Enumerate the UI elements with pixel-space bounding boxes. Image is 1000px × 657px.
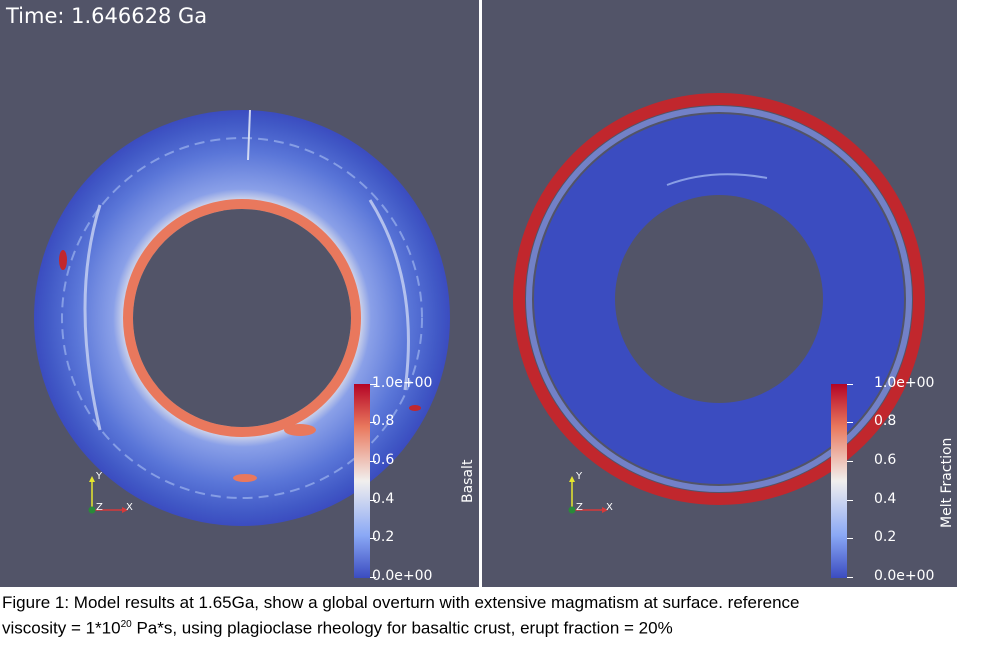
basalt-tick-label: 0.0e+00 [372, 568, 433, 584]
axis-z-label: Z [576, 502, 583, 513]
basalt-patch-bottom [284, 424, 316, 436]
basalt-patch-left [59, 250, 67, 270]
caption-exponent: 20 [120, 619, 132, 630]
basalt-core-rim [123, 199, 361, 437]
basalt-tick [370, 577, 376, 578]
basalt-interior-streak [61, 137, 423, 499]
basalt-core [133, 209, 351, 427]
melt-fraction-panel: 1.0e+00 0.8 0.6 0.4 0.2 0.0e+00 Melt Fra… [482, 0, 957, 587]
basalt-tick [370, 500, 376, 501]
basalt-colorbar [354, 384, 370, 578]
melt-annulus [513, 93, 925, 505]
basalt-tick [370, 538, 376, 539]
melt-colorbar-title: Melt Fraction [939, 437, 955, 528]
melt-tick [847, 500, 853, 501]
axis-z-label: Z [96, 502, 103, 513]
melt-tick [847, 577, 853, 578]
melt-tick [847, 538, 853, 539]
basalt-left-streak [83, 204, 102, 431]
melt-tick-label: 1.0e+00 [874, 375, 935, 391]
basalt-tick-label: 1.0e+00 [372, 375, 433, 391]
axis-y-label: Y [576, 471, 583, 482]
melt-colorbar [831, 384, 847, 578]
basalt-tick [370, 461, 376, 462]
basalt-tick [370, 422, 376, 423]
caption-line-2-rest: Pa*s, using plagioclase rheology for bas… [131, 618, 673, 638]
melt-tick-label: 0.8 [874, 413, 897, 429]
basalt-tick [370, 384, 376, 385]
melt-tick [847, 461, 853, 462]
basalt-panel: Time: 1.646628 Ga 1.0e+00 0.8 0. [0, 0, 479, 587]
basalt-tick-label: 0.6 [372, 452, 395, 468]
melt-tick [847, 384, 853, 385]
figure-caption: Figure 1: Model results at 1.65Ga, show … [2, 592, 998, 640]
melt-tick-label: 0.2 [874, 529, 897, 545]
axis-y-label: Y [96, 471, 103, 482]
melt-tick [847, 422, 853, 423]
axis-x-label: X [126, 502, 133, 513]
melt-surface-ring [513, 93, 925, 505]
melt-streak [666, 173, 768, 186]
melt-tick-label: 0.4 [874, 491, 897, 507]
basalt-tick-label: 0.8 [372, 413, 395, 429]
time-label: Time: 1.646628 Ga [6, 4, 208, 28]
melt-tick-label: 0.0e+00 [874, 568, 935, 584]
basalt-annulus [34, 109, 450, 526]
melt-core [615, 195, 823, 403]
basalt-tick-label: 0.4 [372, 491, 395, 507]
caption-line-2: viscosity = 1*1020 Pa*s, using plagiocla… [2, 614, 998, 640]
basalt-patch-bottom-2 [233, 474, 257, 482]
panel-separator [479, 0, 482, 587]
orientation-axes [568, 476, 608, 514]
axis-x-label: X [606, 502, 613, 513]
basalt-tick-label: 0.2 [372, 529, 395, 545]
melt-subsurface-ring [526, 106, 912, 492]
melt-tick-label: 0.6 [874, 452, 897, 468]
basalt-colorbar-title: Basalt [460, 459, 476, 503]
basalt-right-streak [368, 199, 410, 391]
basalt-patch-right [409, 405, 421, 411]
caption-line-2-text: viscosity = 1*10 [2, 618, 121, 638]
caption-line-1: Figure 1: Model results at 1.65Ga, show … [2, 593, 800, 612]
orientation-axes [88, 476, 128, 514]
basalt-top-fissure [247, 109, 251, 161]
